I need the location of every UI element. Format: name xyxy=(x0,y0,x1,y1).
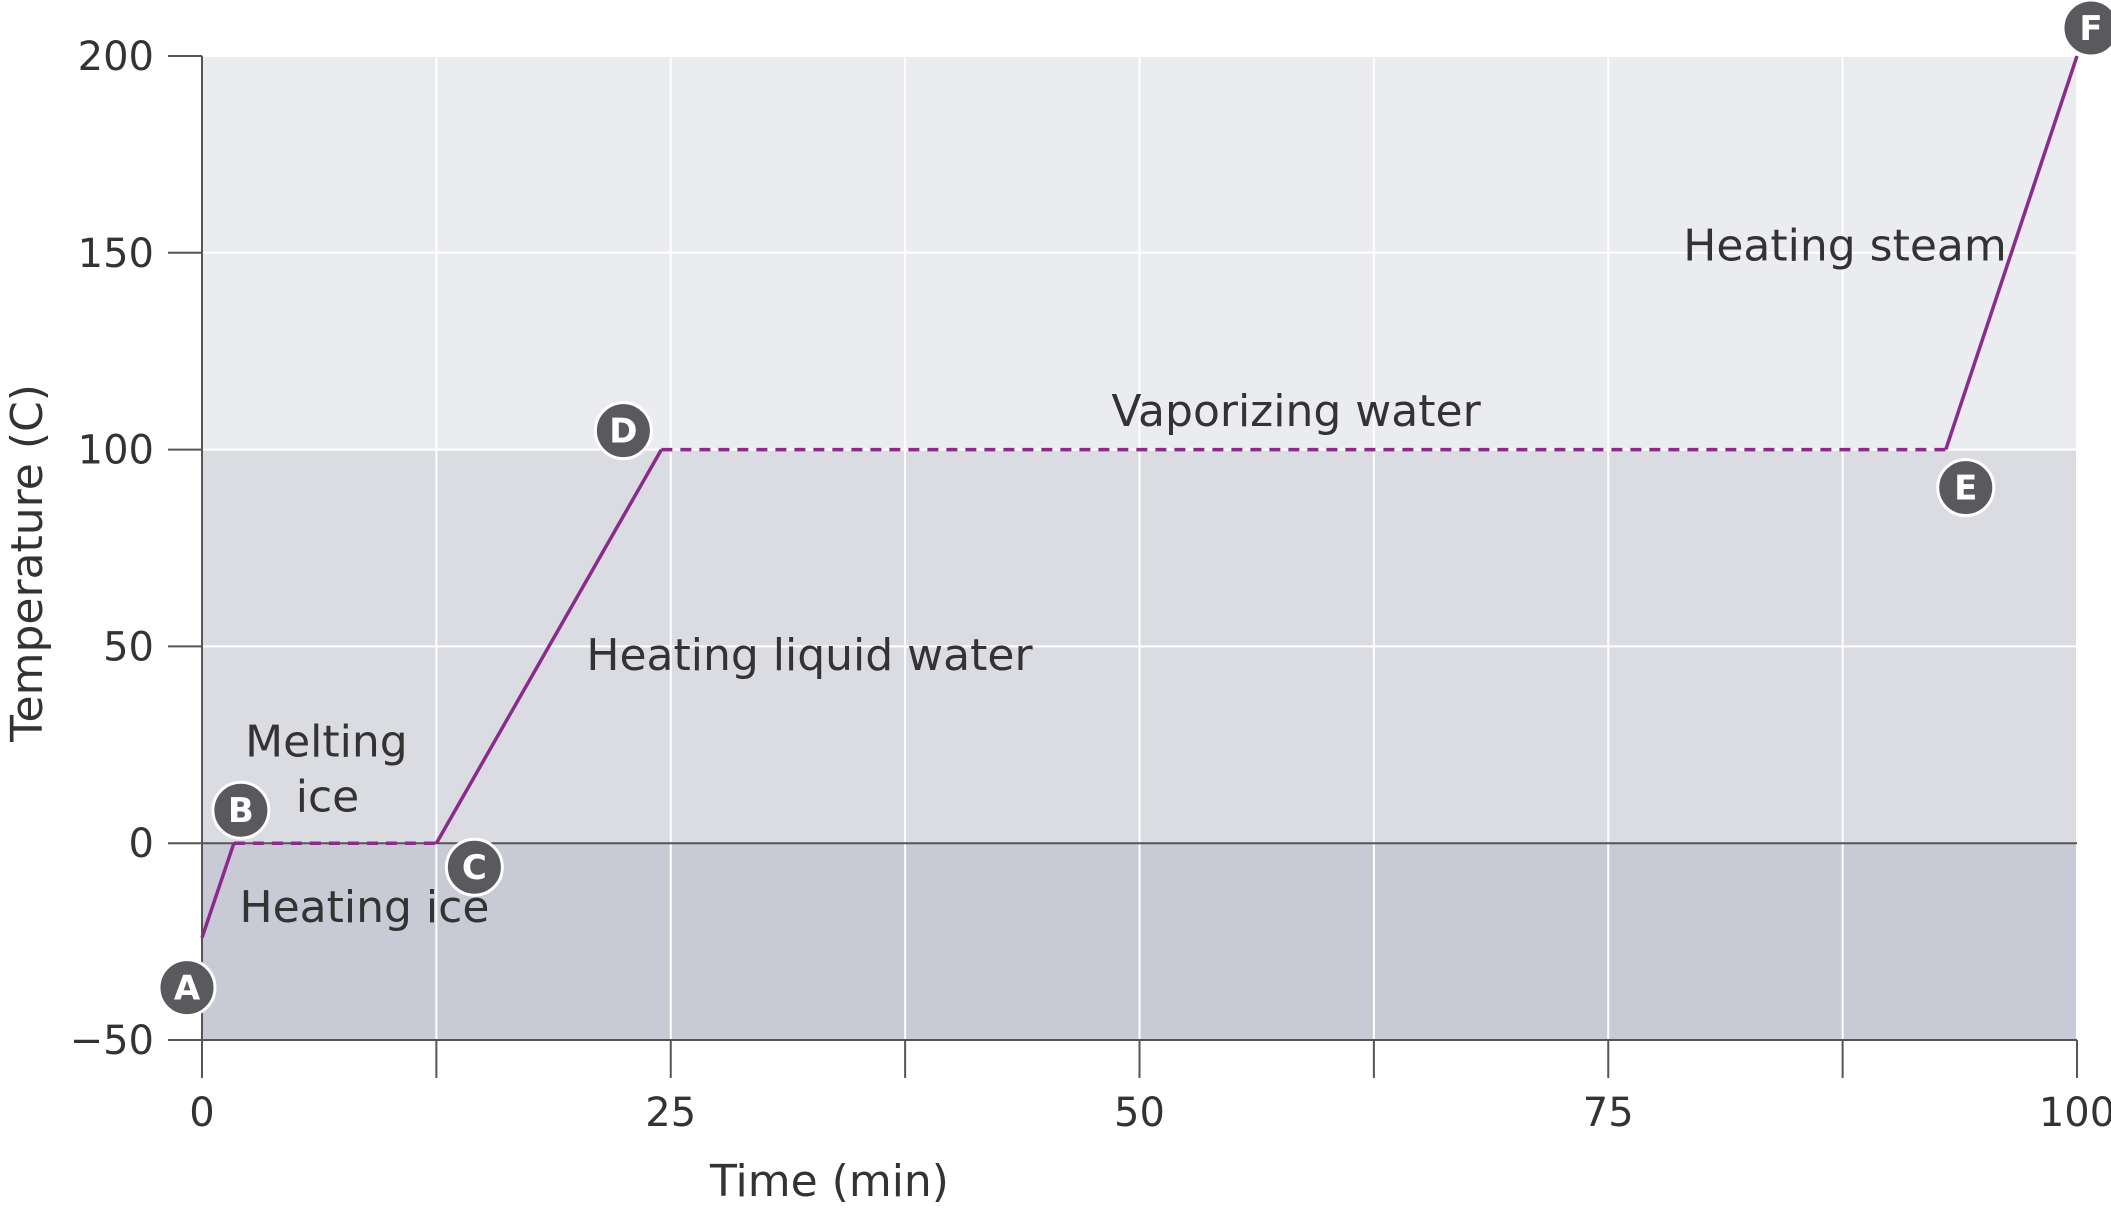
marker-letter: F xyxy=(2079,9,2102,49)
segment-AB xyxy=(200,842,236,939)
x-tick-label: 100 xyxy=(2039,1090,2111,1136)
x-tick-label: 25 xyxy=(645,1090,696,1136)
marker-letter: A xyxy=(174,969,201,1009)
marker-circle xyxy=(1936,458,1996,518)
axes xyxy=(168,55,2078,1078)
x-tick-label: 75 xyxy=(1583,1090,1634,1136)
marker-circle xyxy=(593,401,653,461)
annotation-label: Vaporizing water xyxy=(1111,386,1481,437)
annotation-label: ice xyxy=(296,772,360,823)
point-marker-F: F xyxy=(2061,0,2111,58)
y-tick-label: −50 xyxy=(70,1018,154,1064)
point-marker-C: C xyxy=(444,837,504,897)
marker-letter: D xyxy=(609,412,637,452)
x-tick-label: 50 xyxy=(1114,1090,1165,1136)
marker-letter: B xyxy=(228,791,254,831)
annotation-label: Heating steam xyxy=(1683,221,2006,272)
y-tick-label: 0 xyxy=(129,821,154,867)
marker-circle xyxy=(211,780,271,840)
point-marker-E: E xyxy=(1936,458,1996,518)
segment-CD xyxy=(434,448,663,845)
segment-EF xyxy=(1944,55,2079,451)
x-axis-title: Time (min) xyxy=(709,1156,949,1207)
marker-circle xyxy=(2061,0,2111,58)
heating-curve-series xyxy=(200,55,2079,939)
y-axis-title: Temperature (C) xyxy=(2,384,53,743)
y-tick-label: 100 xyxy=(78,428,154,474)
y-tick-label: 150 xyxy=(78,231,154,277)
tick-labels: −50 0 50 100 150 200 0 25 50 75 100 xyxy=(70,34,2111,1136)
grid-lines xyxy=(202,55,2078,1040)
y-tick-label: 50 xyxy=(103,624,154,670)
point-marker-A: A xyxy=(157,958,217,1018)
point-markers: A B C D E F xyxy=(157,0,2111,1018)
y-tick-label: 200 xyxy=(78,34,154,80)
annotation-label: Melting xyxy=(245,717,408,768)
marker-letter: E xyxy=(1954,469,1977,509)
x-tick-label: 0 xyxy=(189,1090,214,1136)
annotation-label: Heating liquid water xyxy=(586,630,1033,681)
annotation-label: Heating ice xyxy=(240,882,490,933)
marker-circle xyxy=(444,837,504,897)
point-marker-D: D xyxy=(593,401,653,461)
marker-letter: C xyxy=(462,848,487,888)
point-marker-B: B xyxy=(211,780,271,840)
marker-circle xyxy=(157,958,217,1018)
